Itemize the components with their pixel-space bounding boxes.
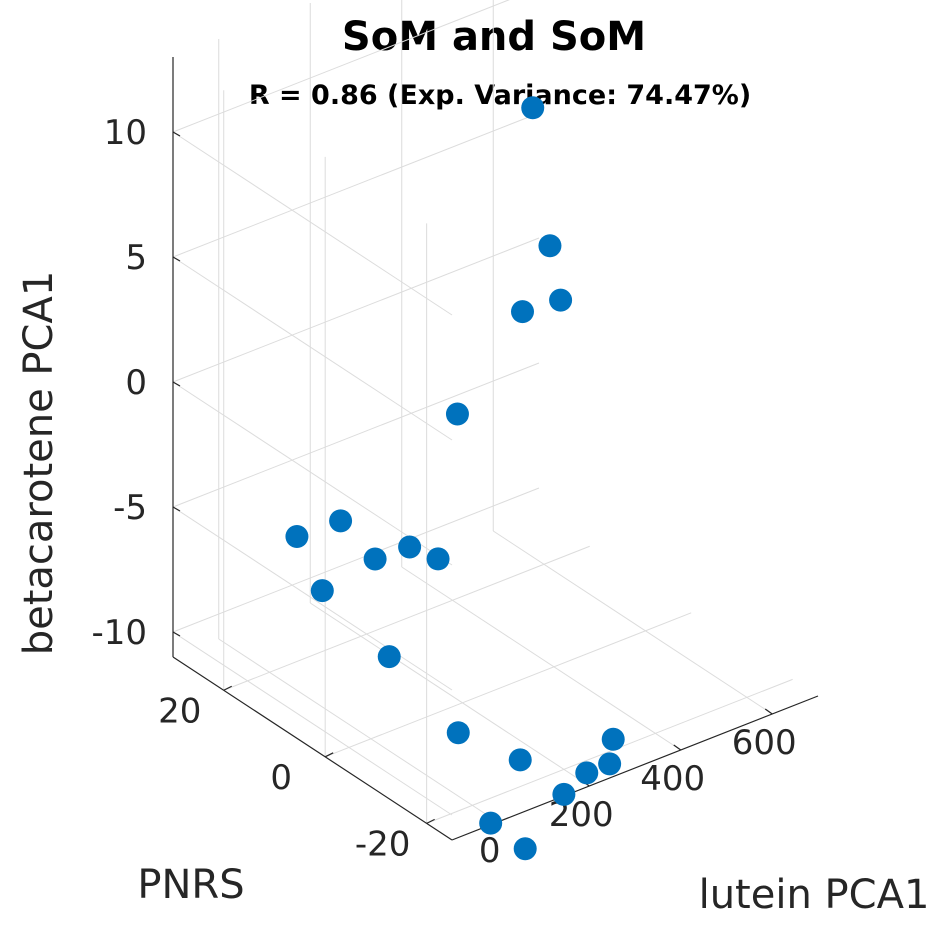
x-tick-label: 600 — [732, 723, 797, 763]
data-point — [363, 547, 387, 571]
data-point — [508, 748, 532, 772]
data-point — [377, 645, 401, 669]
z-axis-label: betacarotene PCA1 — [16, 271, 62, 656]
data-point — [513, 837, 537, 861]
z-tick-mark — [172, 131, 181, 137]
data-point — [310, 579, 334, 603]
data-point — [552, 782, 576, 806]
x-axis-label: lutein PCA1 — [699, 872, 930, 918]
back-gridline-z — [172, 362, 540, 508]
y-axis-line — [172, 656, 453, 841]
z-tick-label: 0 — [125, 363, 147, 403]
z-tick-label: -5 — [113, 488, 147, 528]
z-tick-label: -10 — [91, 613, 147, 653]
axes — [172, 57, 819, 841]
y-tick-label: 0 — [270, 758, 292, 798]
data-point — [446, 721, 470, 745]
z-tick-mark — [172, 256, 181, 262]
back-gridline-z — [172, 487, 540, 633]
data-point — [426, 547, 450, 571]
data-points — [285, 96, 625, 861]
x-tick-mark — [673, 744, 682, 751]
floor-gridline-y — [324, 612, 692, 758]
back-gridline-z — [172, 112, 540, 258]
side-gridline-z — [172, 506, 453, 691]
data-point — [329, 509, 353, 533]
floor-gridline-x — [401, 566, 682, 751]
floor-gridline-x — [309, 602, 590, 787]
data-point — [549, 288, 573, 312]
side-gridline-z — [172, 131, 453, 316]
x-axis-line — [451, 695, 819, 841]
data-point — [398, 535, 422, 559]
chart-subtitle: R = 0.86 (Exp. Variance: 74.47%) — [249, 80, 751, 111]
y-tick-mark — [426, 818, 435, 824]
x-tick-label: 400 — [640, 759, 705, 799]
chart-title: SoM and SoM — [342, 14, 646, 60]
floor-gridline-x — [218, 638, 499, 823]
data-point — [575, 761, 599, 785]
data-point — [511, 300, 534, 324]
y-tick-mark — [223, 685, 232, 691]
y-tick-label: -20 — [355, 824, 411, 864]
back-gridline-z — [172, 237, 540, 383]
z-tick-mark — [172, 506, 181, 512]
x-tick-mark — [764, 708, 773, 715]
z-tick-label: 5 — [125, 238, 147, 278]
z-tick-mark — [172, 381, 181, 387]
data-point — [445, 402, 469, 426]
z-tick-label: 10 — [104, 113, 147, 153]
floor-gridline-y — [426, 678, 793, 824]
floor-gridline-y — [223, 545, 590, 691]
back-gridline-z — [172, 0, 510, 133]
x-tick-label: 0 — [479, 831, 501, 871]
z-tick-mark — [172, 631, 181, 637]
data-point — [538, 234, 562, 258]
data-point — [598, 752, 622, 776]
y-axis-label: PNRS — [137, 862, 244, 908]
side-gridline-z — [172, 256, 453, 441]
floor-gridline-x — [492, 530, 773, 715]
grid-lines — [172, 0, 793, 824]
data-point — [479, 811, 503, 835]
side-gridline-z — [172, 381, 453, 566]
data-point — [601, 727, 625, 751]
data-point — [521, 96, 545, 120]
data-point — [285, 524, 309, 548]
y-tick-mark — [324, 752, 334, 758]
side-gridline-z — [172, 631, 453, 816]
y-tick-label: 20 — [158, 691, 201, 731]
